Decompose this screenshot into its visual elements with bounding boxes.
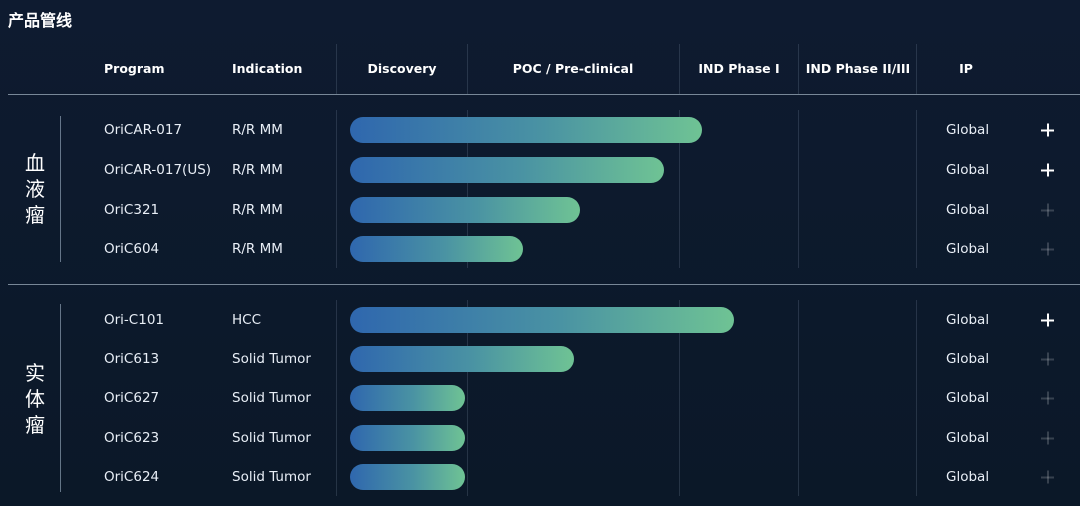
row-program: OriC623 [104,430,160,446]
row-ip: Global [946,430,990,446]
expand-plus-icon[interactable] [1041,313,1054,327]
stage-divider [916,110,917,268]
row-program: OriC627 [104,390,160,406]
progress-bar [350,157,664,183]
row-program: OriCAR-017(US) [104,162,212,178]
row-indication: Solid Tumor [232,351,311,367]
row-indication: R/R MM [232,202,283,218]
row-ip: Global [946,162,990,178]
header-ind-phase-1: IND Phase I [698,61,780,76]
header-divider [467,44,468,94]
stage-divider [467,110,468,268]
header-ip: IP [959,61,973,76]
header-divider [679,44,680,94]
row-indication: Solid Tumor [232,390,311,406]
row-indication: Solid Tumor [232,430,311,446]
row-program: OriC613 [104,351,160,367]
expand-plus-icon[interactable] [1041,123,1054,137]
row-indication: HCC [232,312,262,328]
row-indication: R/R MM [232,162,283,178]
expand-plus-icon[interactable] [1041,470,1054,484]
header-discovery: Discovery [367,61,437,76]
expand-plus-icon[interactable] [1041,242,1054,256]
row-ip: Global [946,312,990,328]
stage-divider [467,300,468,496]
group-marker-solid [60,304,61,492]
group-label-solid: 实体瘤 [25,361,45,437]
expand-plus-icon[interactable] [1041,431,1054,445]
stage-divider [798,300,799,496]
progress-bar [350,307,734,333]
row-program: OriC321 [104,202,160,218]
group-marker-hematologic [60,116,61,262]
expand-plus-icon[interactable] [1041,203,1054,217]
row-program: OriCAR-017 [104,122,183,138]
stage-divider [798,110,799,268]
row-ip: Global [946,122,990,138]
row-ip: Global [946,351,990,367]
header-poc: POC / Pre-clinical [512,61,634,76]
header-divider [798,44,799,94]
row-ip: Global [946,390,990,406]
expand-plus-icon[interactable] [1041,163,1054,177]
progress-bar [350,236,523,262]
header-indication: Indication [232,61,303,76]
expand-plus-icon[interactable] [1041,391,1054,405]
progress-bar [350,385,465,411]
progress-bar [350,464,465,490]
stage-divider [336,110,337,268]
stage-divider [916,300,917,496]
row-ip: Global [946,241,990,257]
row-ip: Global [946,202,990,218]
progress-bar [350,346,574,372]
stage-divider [336,300,337,496]
row-ip: Global [946,469,990,485]
header-rule [8,94,1080,95]
row-program: OriC624 [104,469,160,485]
progress-bar [350,117,702,143]
group-rule [8,284,1080,285]
group-label-hematologic: 血液瘤 [25,151,45,227]
header-divider [336,44,337,94]
expand-plus-icon[interactable] [1041,352,1054,366]
row-indication: R/R MM [232,241,283,257]
header-divider [916,44,917,94]
row-program: Ori-C101 [104,312,164,328]
page-title: 产品管线 [8,11,73,30]
row-indication: Solid Tumor [232,469,311,485]
header-program: Program [104,61,165,76]
progress-bar [350,425,465,451]
row-indication: R/R MM [232,122,283,138]
stage-divider [679,300,680,496]
row-program: OriC604 [104,241,160,257]
stage-divider [679,110,680,268]
header-ind-phase-2-3: IND Phase II/III [805,61,911,76]
progress-bar [350,197,580,223]
